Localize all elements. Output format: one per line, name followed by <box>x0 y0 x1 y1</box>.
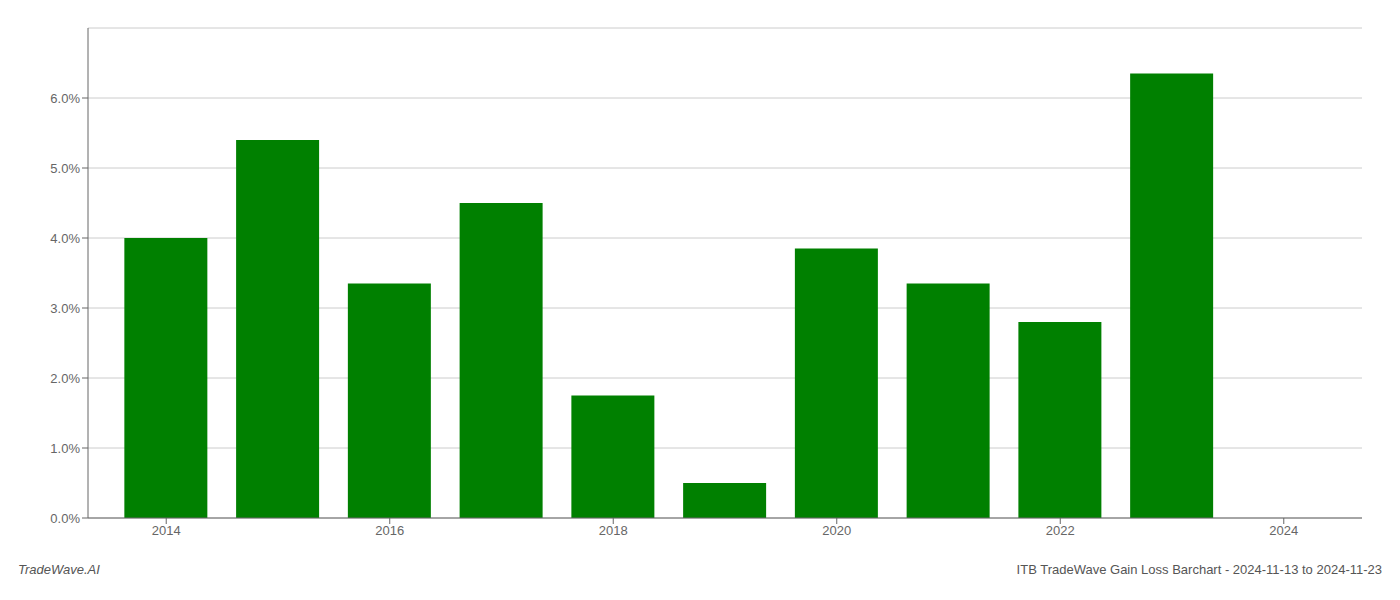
svg-text:0.0%: 0.0% <box>50 511 80 526</box>
svg-text:2022: 2022 <box>1046 523 1075 538</box>
svg-text:2020: 2020 <box>822 523 851 538</box>
svg-text:5.0%: 5.0% <box>50 161 80 176</box>
svg-text:4.0%: 4.0% <box>50 231 80 246</box>
svg-text:6.0%: 6.0% <box>50 91 80 106</box>
svg-text:2016: 2016 <box>375 523 404 538</box>
svg-text:2014: 2014 <box>152 523 181 538</box>
svg-text:2024: 2024 <box>1269 523 1298 538</box>
svg-text:3.0%: 3.0% <box>50 301 80 316</box>
html-text:ITB TradeWave Gain Loss Barcha: ITB TradeWave Gain Loss Barchart - 2024-… <box>1016 562 1382 577</box>
svg-text:2.0%: 2.0% <box>50 371 80 386</box>
svg-text:1.0%: 1.0% <box>50 441 80 456</box>
html-text:TradeWave.AI: TradeWave.AI <box>18 562 100 577</box>
svg-text:2018: 2018 <box>599 523 628 538</box>
